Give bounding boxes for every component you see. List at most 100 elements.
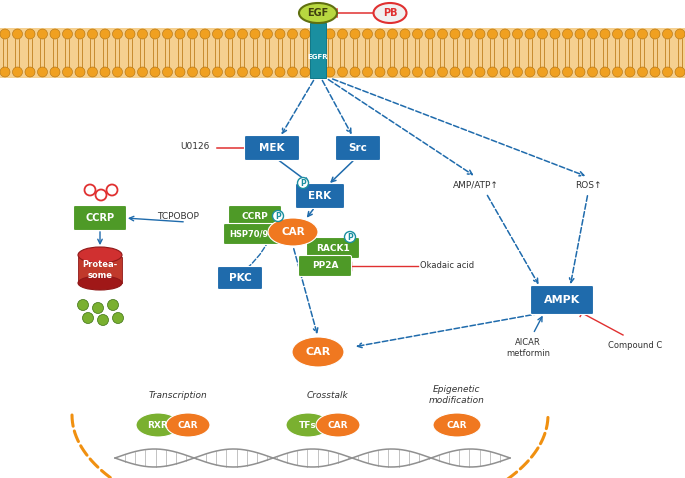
Circle shape — [273, 210, 284, 221]
FancyBboxPatch shape — [229, 206, 282, 227]
Circle shape — [362, 67, 373, 77]
Circle shape — [62, 67, 73, 77]
FancyBboxPatch shape — [310, 23, 326, 78]
Circle shape — [412, 29, 423, 39]
Ellipse shape — [433, 413, 481, 437]
Circle shape — [612, 29, 623, 39]
Circle shape — [125, 29, 135, 39]
Ellipse shape — [268, 218, 318, 246]
Text: CAR: CAR — [177, 421, 198, 430]
Ellipse shape — [166, 413, 210, 437]
Text: EGFR: EGFR — [308, 54, 328, 60]
Circle shape — [275, 29, 285, 39]
Circle shape — [600, 67, 610, 77]
Text: TFs: TFs — [299, 421, 317, 430]
Circle shape — [300, 29, 310, 39]
Text: U0126: U0126 — [180, 141, 210, 151]
Bar — [0, 28, 685, 78]
Text: Protea-
some: Protea- some — [82, 261, 118, 280]
Circle shape — [350, 67, 360, 77]
Circle shape — [488, 29, 497, 39]
Circle shape — [625, 29, 635, 39]
Ellipse shape — [292, 337, 344, 367]
Text: CAR: CAR — [306, 347, 331, 357]
Circle shape — [50, 29, 60, 39]
Circle shape — [525, 29, 535, 39]
Circle shape — [450, 29, 460, 39]
Text: P: P — [300, 178, 306, 187]
FancyBboxPatch shape — [218, 267, 262, 290]
Circle shape — [97, 315, 108, 326]
Text: ERK: ERK — [308, 191, 332, 201]
Circle shape — [550, 29, 560, 39]
Circle shape — [275, 67, 285, 77]
Circle shape — [375, 67, 385, 77]
FancyBboxPatch shape — [223, 224, 280, 245]
FancyBboxPatch shape — [73, 206, 127, 230]
Circle shape — [112, 29, 123, 39]
Circle shape — [600, 29, 610, 39]
Text: CAR: CAR — [447, 421, 467, 430]
Text: RXR: RXR — [148, 421, 169, 430]
Circle shape — [12, 29, 23, 39]
FancyBboxPatch shape — [295, 184, 345, 208]
Circle shape — [100, 67, 110, 77]
Circle shape — [200, 67, 210, 77]
Circle shape — [88, 29, 97, 39]
Circle shape — [138, 67, 147, 77]
Circle shape — [400, 29, 410, 39]
Text: AICAR
metformin: AICAR metformin — [506, 338, 550, 358]
Circle shape — [212, 67, 223, 77]
FancyBboxPatch shape — [245, 135, 299, 161]
Circle shape — [325, 67, 335, 77]
Circle shape — [312, 29, 323, 39]
FancyBboxPatch shape — [336, 135, 380, 161]
Text: Transcription: Transcription — [149, 391, 208, 400]
Text: CCRP: CCRP — [242, 211, 269, 220]
Ellipse shape — [78, 276, 122, 290]
Circle shape — [188, 67, 197, 77]
Circle shape — [12, 67, 23, 77]
Circle shape — [100, 29, 110, 39]
Circle shape — [312, 67, 323, 77]
Circle shape — [500, 67, 510, 77]
Circle shape — [438, 29, 447, 39]
Text: CAR: CAR — [281, 227, 305, 237]
Circle shape — [575, 29, 585, 39]
Circle shape — [77, 300, 88, 311]
Circle shape — [75, 29, 85, 39]
Circle shape — [250, 29, 260, 39]
Circle shape — [662, 67, 673, 77]
Circle shape — [82, 313, 93, 324]
Circle shape — [650, 67, 660, 77]
Circle shape — [238, 67, 247, 77]
Ellipse shape — [286, 413, 330, 437]
Text: Compound C: Compound C — [608, 340, 662, 349]
Circle shape — [112, 67, 123, 77]
Circle shape — [612, 67, 623, 77]
Circle shape — [345, 231, 356, 242]
Circle shape — [38, 29, 47, 39]
Ellipse shape — [78, 247, 122, 263]
Text: P: P — [347, 232, 353, 241]
Circle shape — [638, 67, 647, 77]
Circle shape — [338, 29, 347, 39]
Circle shape — [550, 67, 560, 77]
Circle shape — [62, 29, 73, 39]
Circle shape — [162, 29, 173, 39]
Circle shape — [512, 29, 523, 39]
Text: Okadaic acid: Okadaic acid — [420, 261, 474, 270]
Text: HSP70/90: HSP70/90 — [229, 229, 275, 239]
Circle shape — [338, 67, 347, 77]
Text: ROS↑: ROS↑ — [575, 181, 601, 189]
Circle shape — [50, 67, 60, 77]
Circle shape — [675, 67, 685, 77]
Circle shape — [412, 67, 423, 77]
Circle shape — [562, 67, 573, 77]
Circle shape — [88, 67, 97, 77]
Text: PP2A: PP2A — [312, 261, 338, 271]
Text: Epigenetic
modification: Epigenetic modification — [429, 385, 485, 405]
Circle shape — [562, 29, 573, 39]
Circle shape — [108, 300, 119, 311]
Circle shape — [588, 67, 597, 77]
